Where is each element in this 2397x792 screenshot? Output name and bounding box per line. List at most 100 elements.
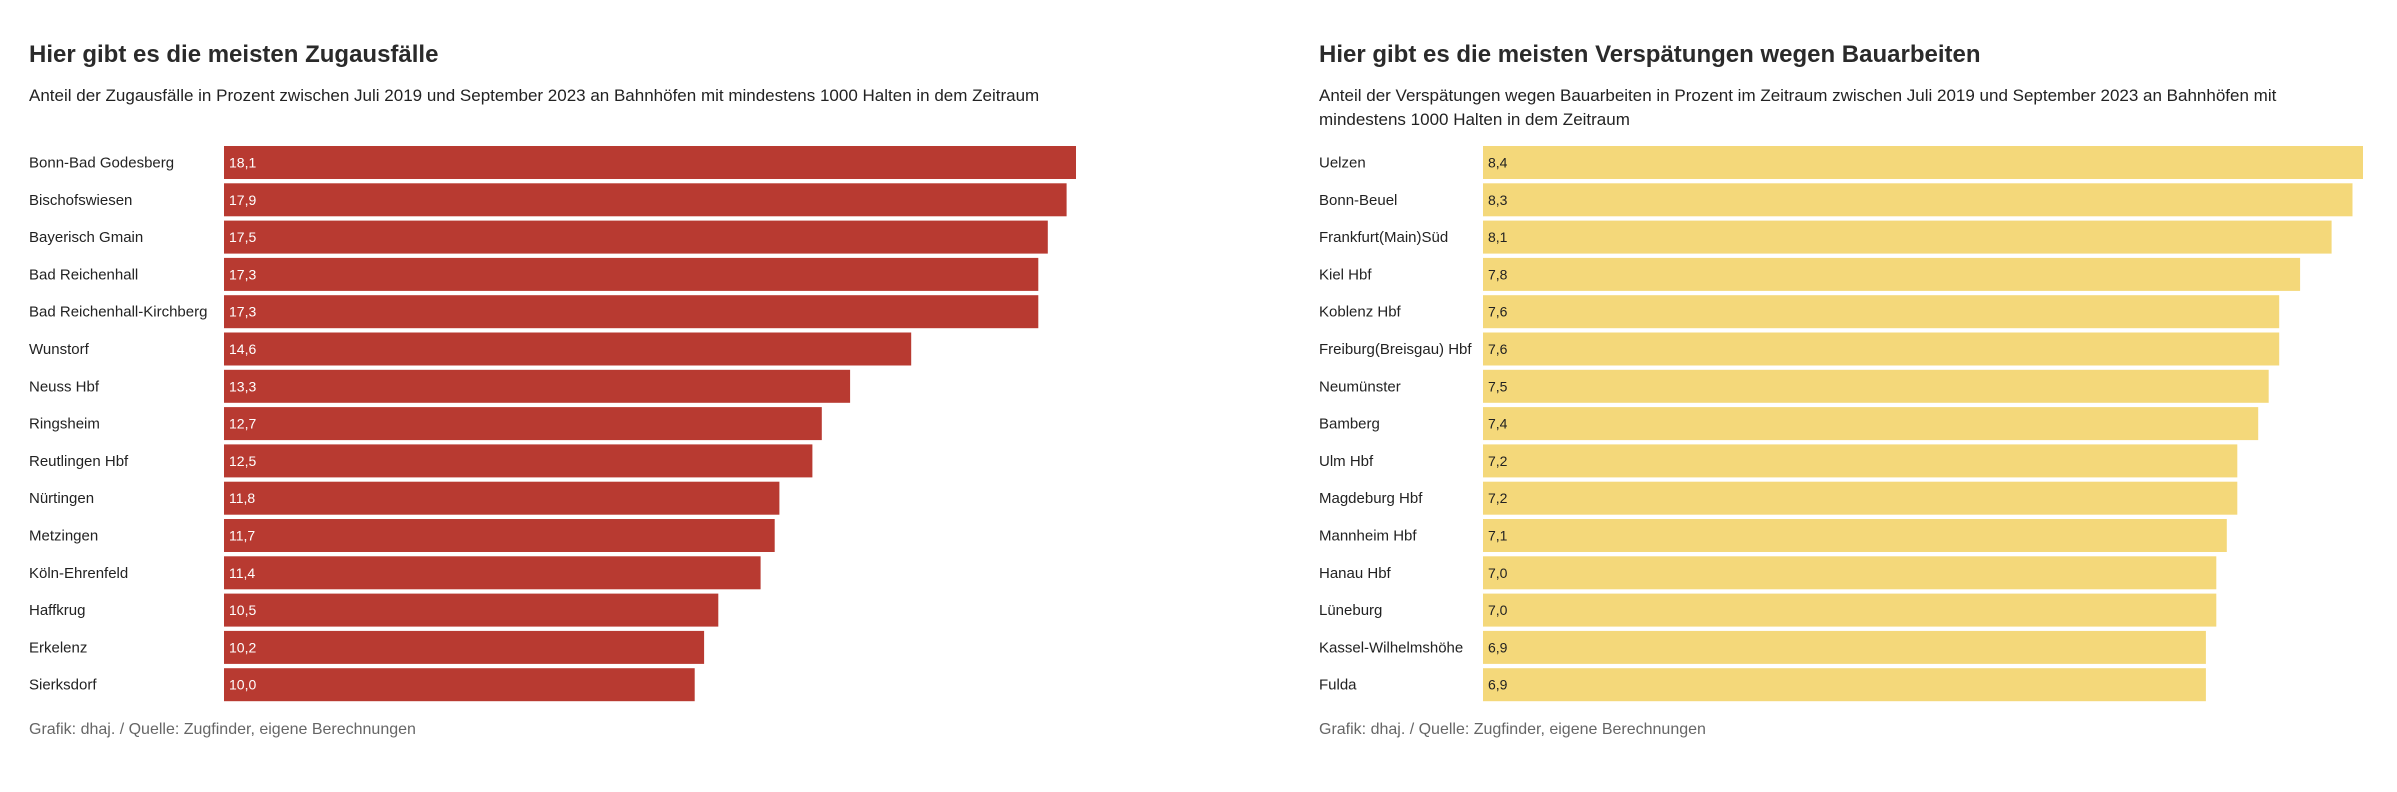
bar bbox=[1483, 369, 2269, 403]
category-label: Kiel Hbf bbox=[1319, 266, 1372, 283]
bar-row: Bonn-Beuel 8,3 bbox=[1319, 183, 2353, 217]
chart-title: Hier gibt es die meisten Zugausfälle bbox=[29, 41, 439, 68]
bar-row: Bonn-Bad Godesberg 18,1 bbox=[29, 146, 1076, 179]
value-label: 14,6 bbox=[229, 341, 256, 357]
category-label: Fulda bbox=[1319, 677, 1357, 694]
bar-row: Bad Reichenhall 17,3 bbox=[29, 257, 1039, 291]
bar-row: Kiel Hbf 7,8 bbox=[1319, 257, 2301, 291]
value-label: 7,1 bbox=[1488, 528, 1508, 544]
value-label: 6,9 bbox=[1488, 639, 1508, 655]
bar-row: Mannheim Hbf 7,1 bbox=[1319, 519, 2227, 552]
bar bbox=[1483, 295, 2280, 329]
category-label: Bad Reichenhall-Kirchberg bbox=[29, 304, 207, 321]
bar bbox=[224, 481, 780, 515]
value-label: 7,8 bbox=[1488, 266, 1508, 282]
bar-row: Metzingen 11,7 bbox=[29, 519, 775, 552]
bar-row: Freiburg(Breisgau) Hbf 7,6 bbox=[1319, 332, 2280, 366]
value-label: 17,9 bbox=[229, 192, 256, 208]
category-label: Bayerisch Gmain bbox=[29, 229, 143, 246]
bar-row: Sierksdorf 10,0 bbox=[29, 668, 695, 702]
bar-row: Koblenz Hbf 7,6 bbox=[1319, 295, 2280, 329]
category-label: Haffkrug bbox=[29, 602, 85, 619]
chart-panel-left: Hier gibt es die meisten Zugausfälle Ant… bbox=[29, 41, 1076, 738]
chart-source: Grafik: dhaj. / Quelle: Zugfinder, eigen… bbox=[29, 721, 416, 738]
bar bbox=[224, 407, 822, 441]
chart-source: Grafik: dhaj. / Quelle: Zugfinder, eigen… bbox=[1319, 721, 1706, 738]
category-label: Metzingen bbox=[29, 528, 98, 545]
bar-row: Neumünster 7,5 bbox=[1319, 369, 2269, 403]
category-label: Neuss Hbf bbox=[29, 378, 100, 395]
category-label: Bad Reichenhall bbox=[29, 266, 138, 283]
bar-row: Erkelenz 10,2 bbox=[29, 630, 705, 664]
bar bbox=[224, 295, 1039, 329]
bar-row: Bamberg 7,4 bbox=[1319, 407, 2259, 441]
category-label: Reutlingen Hbf bbox=[29, 453, 129, 470]
bar bbox=[1483, 444, 2238, 478]
bar-row: Köln-Ehrenfeld 11,4 bbox=[29, 556, 761, 590]
category-label: Lüneburg bbox=[1319, 602, 1382, 619]
bar bbox=[1483, 332, 2280, 366]
value-label: 7,2 bbox=[1488, 453, 1508, 469]
value-label: 17,5 bbox=[229, 229, 256, 245]
value-label: 8,1 bbox=[1488, 229, 1508, 245]
category-label: Hanau Hbf bbox=[1319, 565, 1392, 582]
bar bbox=[1483, 481, 2238, 515]
bar-row: Reutlingen Hbf 12,5 bbox=[29, 444, 813, 478]
value-label: 7,6 bbox=[1488, 341, 1508, 357]
value-label: 10,2 bbox=[229, 639, 256, 655]
bar-row: Hanau Hbf 7,0 bbox=[1319, 556, 2217, 590]
bar bbox=[1483, 146, 2363, 179]
bar bbox=[1483, 593, 2217, 627]
category-label: Kassel-Wilhelmshöhe bbox=[1319, 639, 1463, 656]
bar bbox=[224, 668, 695, 702]
bar-row: Magdeburg Hbf 7,2 bbox=[1319, 481, 2238, 515]
category-label: Ulm Hbf bbox=[1319, 453, 1374, 470]
bar-row: Bischofswiesen 17,9 bbox=[29, 183, 1067, 217]
value-label: 10,0 bbox=[229, 677, 256, 693]
bar bbox=[1483, 519, 2227, 552]
bar bbox=[224, 257, 1039, 291]
bar bbox=[224, 146, 1076, 179]
value-label: 8,3 bbox=[1488, 192, 1508, 208]
bar-row: Lüneburg 7,0 bbox=[1319, 593, 2217, 627]
category-label: Magdeburg Hbf bbox=[1319, 490, 1423, 507]
category-label: Frankfurt(Main)Süd bbox=[1319, 229, 1448, 246]
bar bbox=[224, 369, 851, 403]
bar bbox=[224, 220, 1048, 254]
value-label: 10,5 bbox=[229, 602, 256, 618]
value-label: 7,4 bbox=[1488, 416, 1508, 432]
bar-row: Bayerisch Gmain 17,5 bbox=[29, 220, 1048, 254]
bar-chart-cancellations: Bonn-Bad Godesberg 18,1 Bischofswiesen 17,9… bbox=[29, 146, 1076, 702]
value-label: 6,9 bbox=[1488, 677, 1508, 693]
value-label: 8,4 bbox=[1488, 155, 1508, 171]
category-label: Mannheim Hbf bbox=[1319, 528, 1417, 545]
bar bbox=[1483, 407, 2259, 441]
category-label: Köln-Ehrenfeld bbox=[29, 565, 128, 582]
bar bbox=[224, 556, 761, 590]
value-label: 7,0 bbox=[1488, 565, 1508, 581]
bar-row: Nürtingen 11,8 bbox=[29, 481, 780, 515]
value-label: 12,5 bbox=[229, 453, 256, 469]
bar-row: Ulm Hbf 7,2 bbox=[1319, 444, 2238, 478]
category-label: Koblenz Hbf bbox=[1319, 304, 1402, 321]
category-label: Neumünster bbox=[1319, 378, 1401, 395]
chart-subtitle: Anteil der Zugausfälle in Prozent zwisch… bbox=[29, 86, 1040, 105]
bar bbox=[224, 519, 775, 552]
bar-row: Frankfurt(Main)Süd 8,1 bbox=[1319, 220, 2332, 254]
category-label: Nürtingen bbox=[29, 490, 94, 507]
bar bbox=[224, 593, 719, 627]
bar bbox=[1483, 668, 2206, 702]
bar bbox=[224, 332, 912, 366]
bar-row: Ringsheim 12,7 bbox=[29, 407, 822, 441]
value-label: 12,7 bbox=[229, 416, 256, 432]
category-label: Uelzen bbox=[1319, 155, 1366, 172]
bar bbox=[224, 444, 813, 478]
chart-panel-right: Hier gibt es die meisten Verspätungen we… bbox=[1290, 0, 2397, 792]
category-label: Freiburg(Breisgau) Hbf bbox=[1319, 341, 1472, 358]
bar-row: Neuss Hbf 13,3 bbox=[29, 369, 851, 403]
bar bbox=[224, 630, 705, 664]
value-label: 11,4 bbox=[229, 565, 255, 581]
bar-row: Haffkrug 10,5 bbox=[29, 593, 719, 627]
bar bbox=[224, 183, 1067, 217]
chart-title: Hier gibt es die meisten Verspätungen we… bbox=[1319, 41, 1981, 68]
